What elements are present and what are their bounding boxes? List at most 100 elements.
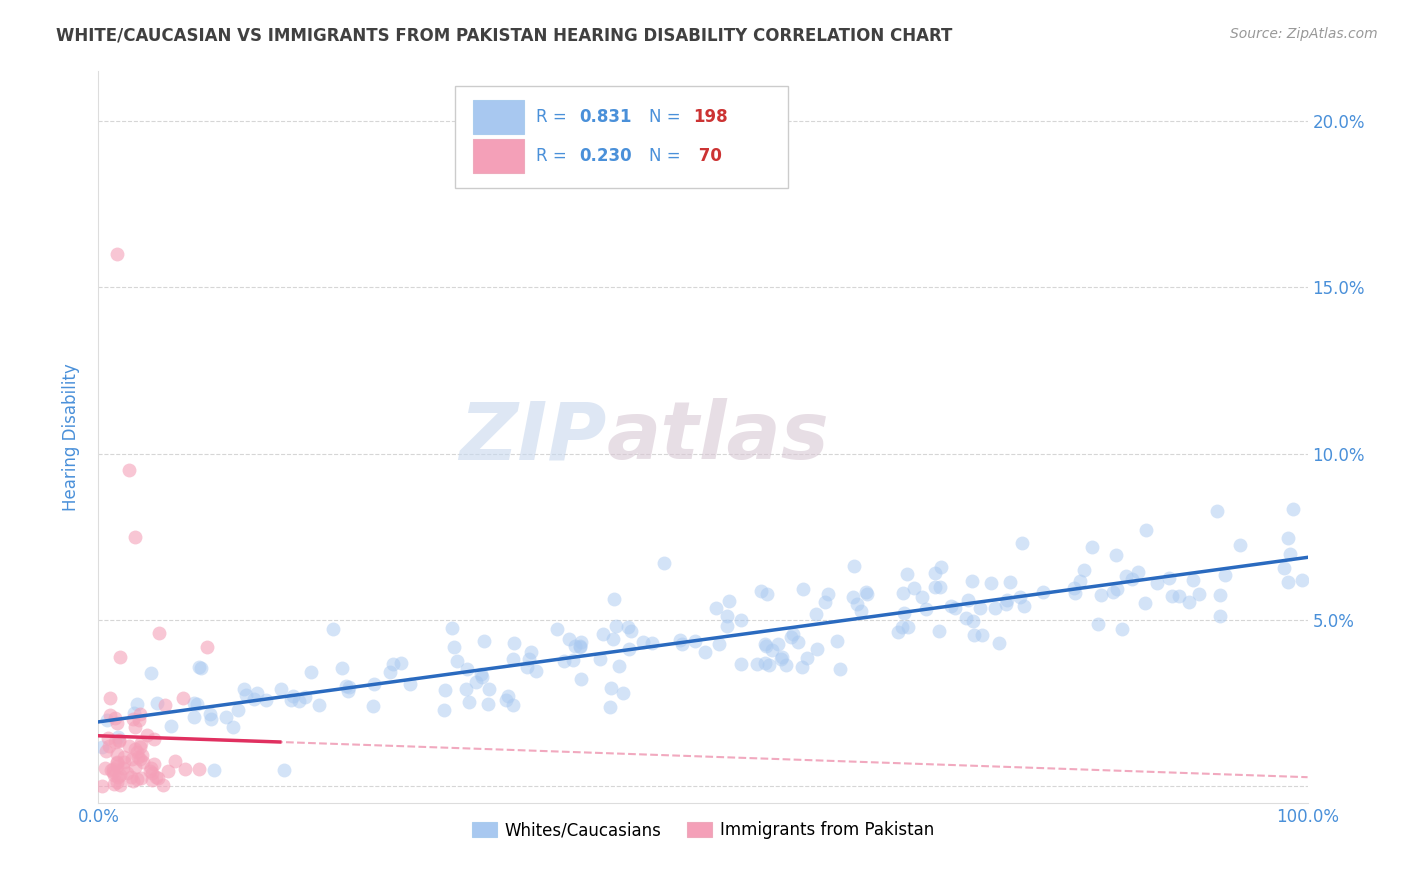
Point <box>382 657 405 671</box>
Point <box>609 659 631 673</box>
Point <box>127 750 149 764</box>
Point <box>131 748 153 763</box>
Point <box>911 591 934 605</box>
Point <box>104 711 127 725</box>
Point <box>433 682 456 697</box>
Point <box>915 602 938 616</box>
Point <box>617 620 640 634</box>
Point <box>963 628 986 642</box>
Point <box>568 640 591 654</box>
Point <box>730 657 752 671</box>
Point <box>456 682 478 697</box>
Point <box>1135 596 1157 610</box>
Point <box>1126 565 1149 579</box>
Point <box>97 739 120 754</box>
Point <box>770 650 793 665</box>
Point <box>142 731 165 746</box>
Point <box>124 530 146 544</box>
Point <box>754 656 776 670</box>
Point <box>186 697 208 711</box>
Point <box>755 639 778 653</box>
Point <box>1167 589 1189 603</box>
Point <box>270 682 292 697</box>
Text: N =: N = <box>648 108 686 126</box>
Point <box>443 640 465 654</box>
Text: ZIP: ZIP <box>458 398 606 476</box>
Point <box>1069 574 1091 588</box>
Point <box>928 624 950 638</box>
Text: 0.230: 0.230 <box>579 147 633 165</box>
Point <box>1277 575 1299 590</box>
Point <box>148 626 170 640</box>
Point <box>108 649 131 664</box>
Point <box>1161 589 1184 603</box>
Point <box>972 628 994 642</box>
Point <box>557 632 579 647</box>
Point <box>1187 587 1209 601</box>
Point <box>246 685 269 699</box>
Point <box>495 693 517 707</box>
FancyBboxPatch shape <box>456 86 787 188</box>
Point <box>796 650 818 665</box>
Point <box>754 637 776 651</box>
Point <box>814 595 837 609</box>
Point <box>1090 589 1112 603</box>
Point <box>100 763 122 777</box>
Text: 0.831: 0.831 <box>579 108 633 126</box>
Legend: Whites/Caucasians, Immigrants from Pakistan: Whites/Caucasians, Immigrants from Pakis… <box>465 814 941 846</box>
Point <box>465 675 488 690</box>
Point <box>960 574 983 589</box>
Point <box>127 697 149 711</box>
Point <box>792 660 814 674</box>
Point <box>90 779 112 793</box>
Point <box>633 634 655 648</box>
Point <box>806 642 828 657</box>
Point <box>1063 581 1085 595</box>
Point <box>96 744 118 758</box>
Point <box>172 691 194 706</box>
Point <box>129 740 152 755</box>
Point <box>747 657 769 672</box>
Point <box>135 728 157 742</box>
Point <box>112 755 135 769</box>
Point <box>652 556 675 570</box>
Point <box>155 698 177 713</box>
Point <box>446 653 468 667</box>
Point <box>758 658 780 673</box>
Point <box>105 759 128 773</box>
Point <box>361 699 384 714</box>
Point <box>108 732 131 747</box>
Point <box>183 710 205 724</box>
Point <box>600 681 623 695</box>
Point <box>398 677 420 691</box>
Point <box>187 762 209 776</box>
Point <box>903 581 925 595</box>
Point <box>804 607 827 621</box>
Point <box>335 679 357 693</box>
Text: atlas: atlas <box>606 398 830 476</box>
Point <box>105 247 128 261</box>
Y-axis label: Hearing Disability: Hearing Disability <box>62 363 80 511</box>
Point <box>470 666 492 681</box>
Point <box>273 763 295 777</box>
Point <box>94 761 117 775</box>
Point <box>620 624 643 638</box>
Point <box>152 778 174 792</box>
Point <box>1105 548 1128 562</box>
Point <box>122 706 145 720</box>
Point <box>1105 582 1128 596</box>
Point <box>1135 523 1157 537</box>
Point <box>146 697 169 711</box>
Point <box>141 766 163 780</box>
Point <box>141 772 163 787</box>
Point <box>288 694 311 708</box>
Point <box>496 690 519 704</box>
Point <box>1073 563 1095 577</box>
Point <box>924 580 946 594</box>
Point <box>1064 586 1087 600</box>
Point <box>524 664 547 678</box>
Point <box>519 645 541 659</box>
Point <box>103 768 125 782</box>
Point <box>458 695 481 709</box>
Point <box>159 719 181 733</box>
